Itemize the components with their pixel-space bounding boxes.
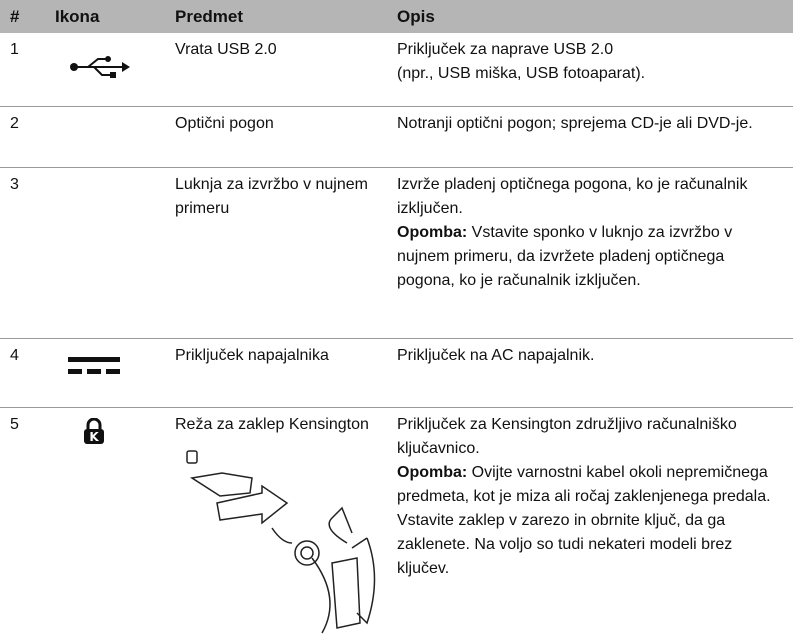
table-row: 3 Luknja za izvržbo v nujnem primeru Izvrž… — [0, 168, 793, 339]
description: Izvrže pladenj optičnega pogona, ko je r… — [397, 173, 785, 293]
row-number: 2 — [10, 115, 19, 132]
note-label: Opomba: — [397, 224, 468, 241]
table-row: 5 Reža za zaklep Kensington Priključek za … — [0, 408, 793, 638]
note: Opomba: Ovijte varnostni kabel okoli nep… — [397, 461, 785, 581]
note-label: Opomba: — [397, 464, 468, 481]
description: Priključek za naprave USB 2.0 (npr., USB … — [397, 38, 785, 86]
description-text: Priključek na AC napajalnik. — [397, 347, 595, 364]
row-number: 4 — [10, 347, 19, 364]
note-text: Ovijte varnostni kabel okoli nepremičneg… — [397, 464, 771, 577]
item-name: Luknja za izvržbo v nujnem primeru — [175, 176, 368, 217]
table-row: 4 Priključek napajalnika Priključek na AC … — [0, 339, 793, 408]
header-cell: Predmet — [175, 7, 244, 26]
description: Priključek na AC napajalnik. — [397, 344, 785, 368]
item-name: Reža za zaklep Kensington — [175, 416, 369, 433]
svg-text:K: K — [89, 430, 99, 444]
item-name: Vrata USB 2.0 — [175, 41, 277, 58]
description-text: Priključek za naprave USB 2.0 — [397, 41, 614, 58]
description: Notranji optični pogon; sprejema CD-je a… — [397, 112, 785, 136]
description-text: Priključek za Kensington združljivo raču… — [397, 416, 737, 457]
table-header: # Ikona Predmet Opis — [0, 0, 793, 33]
power-icon — [68, 357, 120, 374]
description-text: Izvrže pladenj optičnega pogona, ko je r… — [397, 176, 748, 217]
item-name: Priključek napajalnika — [175, 347, 329, 364]
usb-icon — [70, 56, 130, 78]
note-text: Vstavite sponko v luknjo za izvržbo v nu… — [397, 224, 733, 289]
row-number: 5 — [10, 416, 19, 433]
item-name: Optični pogon — [175, 115, 274, 132]
description: Priključek za Kensington združljivo raču… — [397, 413, 785, 581]
description-text: (npr., USB miška, USB fotoaparat). — [397, 65, 646, 82]
description-text: Notranji optični pogon; sprejema CD-je a… — [397, 115, 753, 132]
row-number: 3 — [10, 176, 19, 193]
table-row: 2 Optični pogon Notranji optični pogon; sp… — [0, 107, 793, 168]
header-cell: Ikona — [55, 7, 100, 26]
kensington-illustration — [186, 450, 376, 634]
header-cell: Opis — [397, 7, 435, 26]
lock-icon: K — [84, 418, 104, 444]
table-row: 1 Vrata USB 2.0 Priključek za naprave USB … — [0, 33, 793, 107]
note: Opomba: Vstavite sponko v luknjo za izvr… — [397, 221, 785, 293]
row-number: 1 — [10, 41, 19, 58]
header-cell: # — [10, 7, 20, 26]
